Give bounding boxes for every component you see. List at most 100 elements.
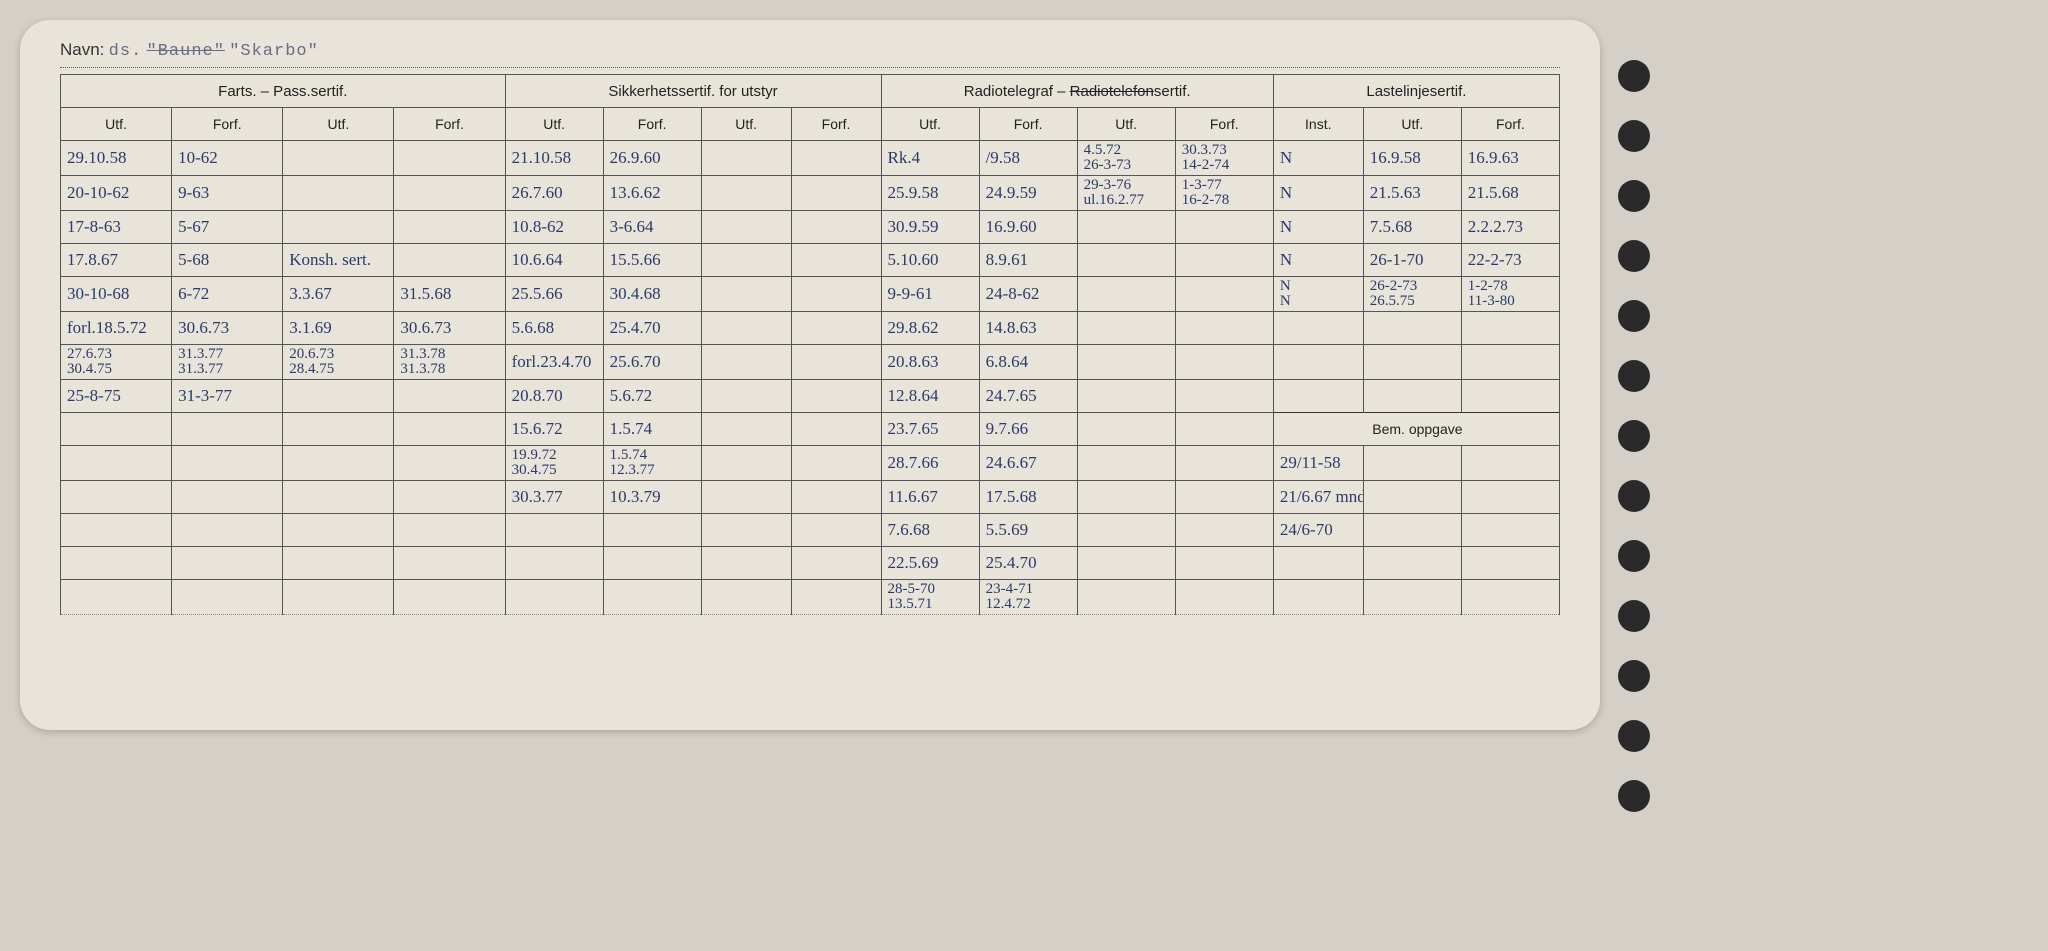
cell: 9.7.66: [979, 413, 1077, 446]
cell: [394, 413, 505, 446]
cell: [1077, 514, 1175, 547]
cell: 17-8-63: [61, 211, 172, 244]
h-inst: Inst.: [1273, 108, 1363, 141]
cell: 17.8.67: [61, 244, 172, 277]
table-row: 19.9.7230.4.751.5.7412.3.7728.7.6624.6.6…: [61, 446, 1560, 481]
cell: [1363, 380, 1461, 413]
cell: [61, 514, 172, 547]
cell: [1077, 244, 1175, 277]
cell: [394, 446, 505, 481]
cell: 15.6.72: [505, 413, 603, 446]
cell: 6.8.64: [979, 345, 1077, 380]
cell: 24.7.65: [979, 380, 1077, 413]
cell: 1-2-7811-3-80: [1461, 277, 1559, 312]
cell: Konsh. sert.: [283, 244, 394, 277]
cell: 24.6.67: [979, 446, 1077, 481]
cell: 20-10-62: [61, 176, 172, 211]
cell: [791, 211, 881, 244]
cell: N: [1273, 141, 1363, 176]
table-row: 27.6.7330.4.7531.3.7731.3.7720.6.7328.4.…: [61, 345, 1560, 380]
cell: 10-62: [172, 141, 283, 176]
cell: 26.7.60: [505, 176, 603, 211]
cell: [1461, 380, 1559, 413]
navn-value: "Skarbo": [229, 42, 319, 61]
cell: 5-68: [172, 244, 283, 277]
cell: [791, 547, 881, 580]
cell: [1175, 580, 1273, 615]
cell: [1077, 413, 1175, 446]
cell: [1461, 580, 1559, 615]
cell: [61, 580, 172, 615]
cell: [1273, 580, 1363, 615]
cell: 26-1-70: [1363, 244, 1461, 277]
cell: 29.10.58: [61, 141, 172, 176]
cell: 23.7.65: [881, 413, 979, 446]
h-utf: Utf.: [1363, 108, 1461, 141]
cell: 28.7.66: [881, 446, 979, 481]
cell: [1363, 547, 1461, 580]
table-row: 20-10-629-6326.7.6013.6.6225.9.5824.9.59…: [61, 176, 1560, 211]
table-row: 15.6.721.5.7423.7.659.7.66Bem. oppgave: [61, 413, 1560, 446]
cell: [394, 211, 505, 244]
cell: [61, 481, 172, 514]
group-radio: Radiotelegraf – Radiotelefonsertif.: [881, 75, 1273, 108]
cell: N: [1273, 176, 1363, 211]
cell: [394, 176, 505, 211]
cell: [1077, 345, 1175, 380]
cell: [1175, 380, 1273, 413]
cell: 22.5.69: [881, 547, 979, 580]
h-utf: Utf.: [505, 108, 603, 141]
cell: [701, 514, 791, 547]
cell: [172, 547, 283, 580]
cell: 1-3-7716-2-78: [1175, 176, 1273, 211]
cell: 16.9.63: [1461, 141, 1559, 176]
cell: 24.9.59: [979, 176, 1077, 211]
table-row: 30.3.7710.3.7911.6.6717.5.6821/6.67 mndl…: [61, 481, 1560, 514]
cell: 11.6.67: [881, 481, 979, 514]
cell: [701, 413, 791, 446]
cell: [1363, 580, 1461, 615]
cell: [394, 141, 505, 176]
cell: [1363, 481, 1461, 514]
cell: 21/6.67 mndl.: [1273, 481, 1363, 514]
cell: [1175, 446, 1273, 481]
cell: [394, 244, 505, 277]
cell: 3.3.67: [283, 277, 394, 312]
cell: [1363, 514, 1461, 547]
radio-struck: Radiotelefon: [1070, 83, 1154, 100]
cell: [172, 514, 283, 547]
cell: [701, 141, 791, 176]
cell: 20.6.7328.4.75: [283, 345, 394, 380]
cell: [701, 277, 791, 312]
group-farts: Farts. – Pass.sertif.: [61, 75, 506, 108]
cell: [1077, 211, 1175, 244]
cell: [1363, 312, 1461, 345]
cell: [603, 547, 701, 580]
h-forf: Forf.: [791, 108, 881, 141]
cell: 26.9.60: [603, 141, 701, 176]
cell: 24/6-70: [1273, 514, 1363, 547]
cell: 30.3.7314-2-74: [1175, 141, 1273, 176]
cell: [1175, 244, 1273, 277]
cell: 10.6.64: [505, 244, 603, 277]
h-forf: Forf.: [172, 108, 283, 141]
cell: [1175, 345, 1273, 380]
cell: [1077, 547, 1175, 580]
cell: [701, 380, 791, 413]
cell: 13.6.62: [603, 176, 701, 211]
cell: [1175, 481, 1273, 514]
cell: [1273, 312, 1363, 345]
cell: 17.5.68: [979, 481, 1077, 514]
cell: 9-9-61: [881, 277, 979, 312]
cell: 1.5.74: [603, 413, 701, 446]
cell: [1175, 277, 1273, 312]
cell: [394, 580, 505, 615]
cell: /9.58: [979, 141, 1077, 176]
group-lastelinje: Lastelinjesertif.: [1273, 75, 1559, 108]
cell: [505, 547, 603, 580]
table-row: 17.8.675-68Konsh. sert.10.6.6415.5.665.1…: [61, 244, 1560, 277]
cell: 20.8.70: [505, 380, 603, 413]
cell: 3-6.64: [603, 211, 701, 244]
cell: [1461, 514, 1559, 547]
table-row: 7.6.685.5.6924/6-70: [61, 514, 1560, 547]
